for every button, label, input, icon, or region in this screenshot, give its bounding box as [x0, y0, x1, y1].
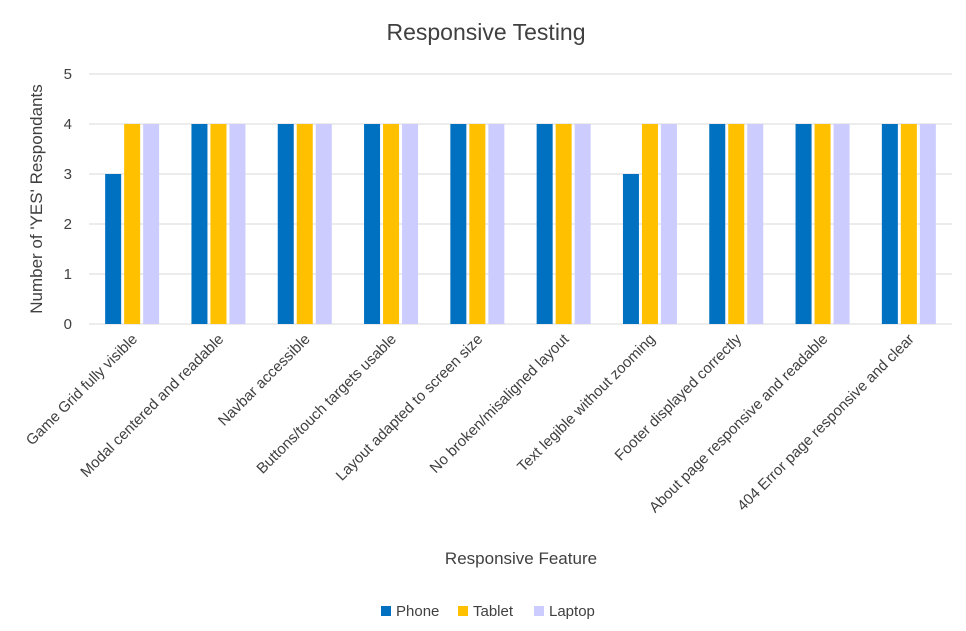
bar-phone — [536, 124, 553, 324]
bar-tablet — [383, 124, 400, 324]
y-tick-label: 0 — [64, 316, 72, 333]
legend-swatch-phone — [381, 606, 391, 616]
bar-tablet — [900, 124, 917, 324]
bar-tablet — [124, 124, 141, 324]
bar-tablet — [814, 124, 831, 324]
bar-tablet — [296, 124, 313, 324]
x-category-label: Layout adapted to screen size — [333, 331, 487, 485]
legend-label-tablet: Tablet — [473, 603, 514, 620]
bar-laptop — [402, 124, 419, 324]
bar-tablet — [641, 124, 658, 324]
x-category-label: No broken/misaligned layout — [427, 330, 573, 476]
bar-tablet — [555, 124, 572, 324]
legend-swatch-laptop — [534, 606, 544, 616]
bar-phone — [795, 124, 812, 324]
bar-laptop — [574, 124, 591, 324]
y-tick-label: 1 — [64, 266, 72, 283]
bars — [105, 124, 936, 324]
bar-phone — [277, 124, 294, 324]
x-category-label: Navbar accessible — [215, 331, 314, 430]
bar-laptop — [660, 124, 677, 324]
bar-laptop — [488, 124, 505, 324]
bar-phone — [709, 124, 726, 324]
x-axis-title: Responsive Feature — [445, 549, 597, 568]
y-axis-title: Number of 'YES' Respondants — [27, 84, 46, 314]
legend-swatch-tablet — [458, 606, 468, 616]
y-tick-label: 4 — [64, 116, 72, 133]
bar-laptop — [229, 124, 246, 324]
bar-phone — [881, 124, 898, 324]
bar-laptop — [143, 124, 160, 324]
bar-phone — [364, 124, 381, 324]
x-category-label: Modal centered and readable — [77, 331, 227, 481]
bar-phone — [191, 124, 208, 324]
x-category-label: 404 Error page responsive and clear — [734, 331, 918, 515]
y-axis-ticks: 0 1 2 3 4 5 — [64, 66, 72, 333]
bar-phone — [622, 174, 639, 324]
x-category-label: Text legible without zooming — [514, 331, 659, 476]
bar-phone — [105, 174, 122, 324]
bar-tablet — [469, 124, 486, 324]
y-tick-label: 5 — [64, 66, 72, 83]
bar-laptop — [833, 124, 850, 324]
y-tick-label: 2 — [64, 216, 72, 233]
y-tick-label: 3 — [64, 166, 72, 183]
legend: Phone Tablet Laptop — [381, 603, 595, 620]
bar-laptop — [315, 124, 332, 324]
x-category-label: Buttons/touch targets usable — [253, 331, 399, 477]
x-category-label: About page responsive and readable — [646, 331, 831, 516]
legend-label-laptop: Laptop — [549, 603, 595, 620]
legend-label-phone: Phone — [396, 603, 439, 620]
bar-laptop — [747, 124, 764, 324]
bar-tablet — [728, 124, 745, 324]
chart-title: Responsive Testing — [386, 19, 585, 45]
bar-phone — [450, 124, 467, 324]
bar-tablet — [210, 124, 227, 324]
bar-laptop — [919, 124, 936, 324]
